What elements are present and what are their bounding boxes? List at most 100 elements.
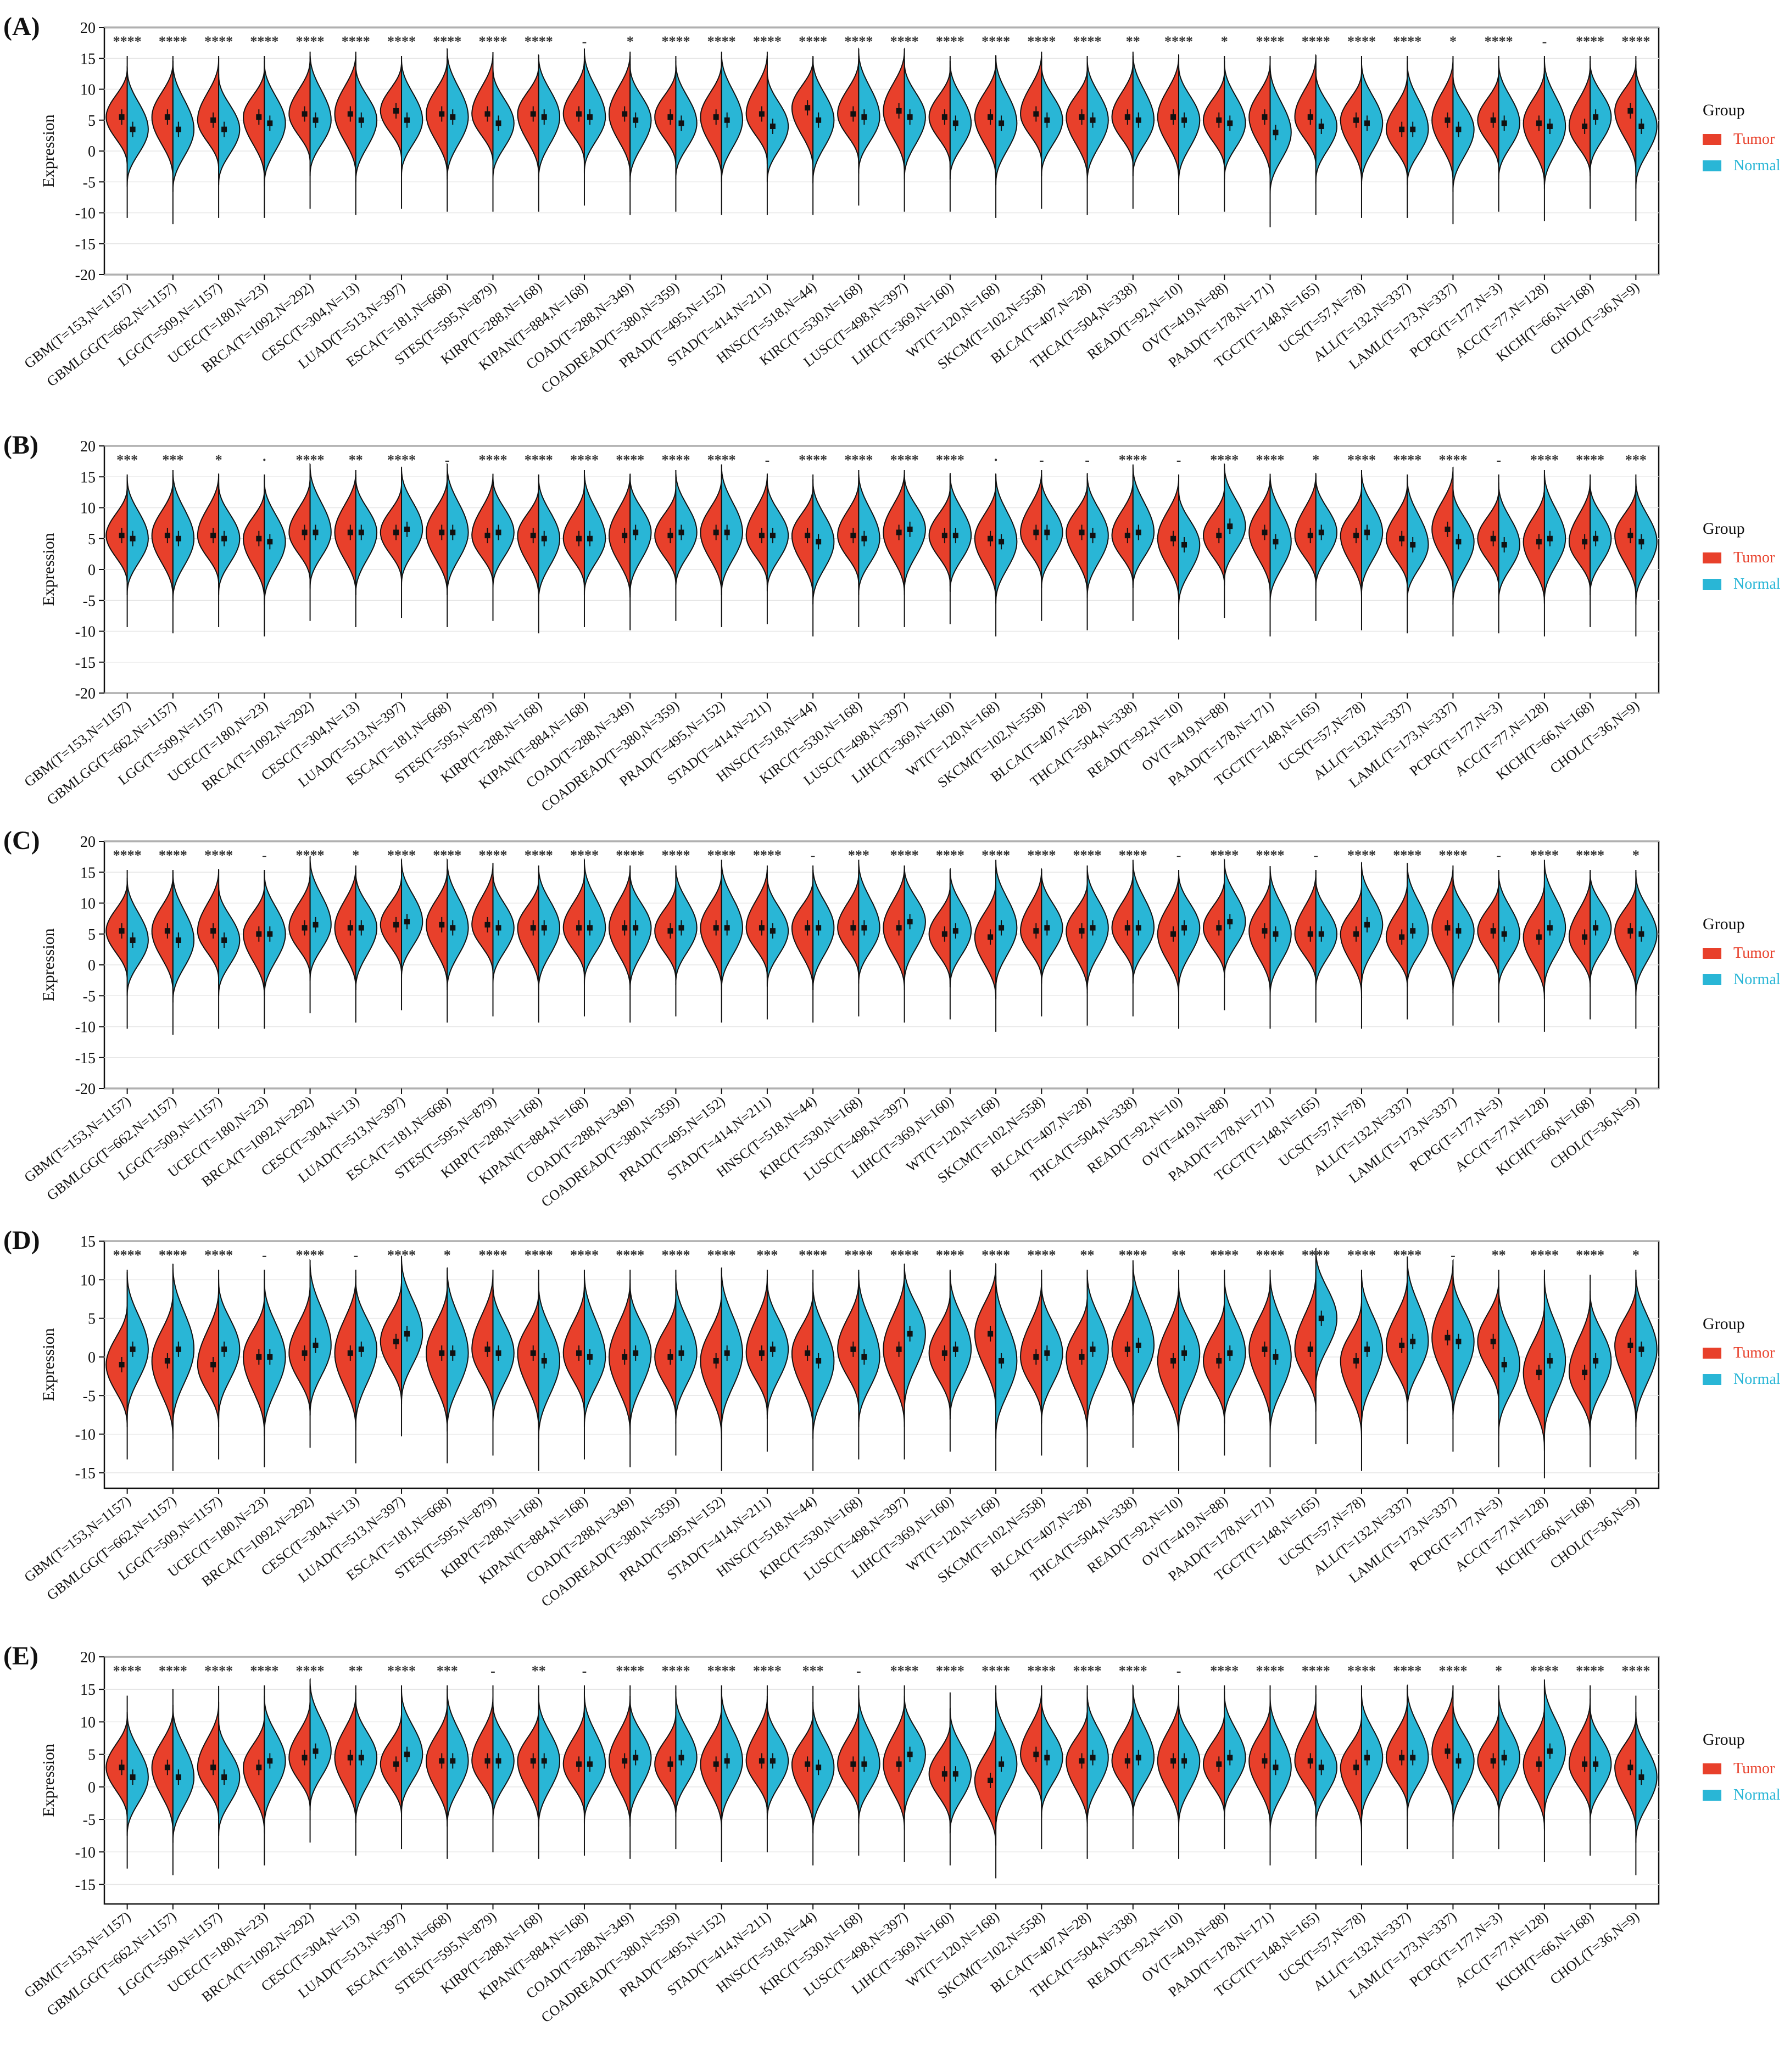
normal-median-point xyxy=(861,1761,867,1767)
legend-swatch-normal xyxy=(1703,579,1721,590)
normal-violin xyxy=(1132,1684,1155,1817)
significance-label: **** xyxy=(1485,33,1513,49)
normal-violin xyxy=(447,1688,469,1827)
legend-title: Group xyxy=(1703,520,1745,538)
normal-median-point xyxy=(1501,1755,1507,1761)
legend: Group Tumor Normal xyxy=(1703,520,1781,593)
normal-violin xyxy=(538,54,561,180)
normal-median-point xyxy=(1044,925,1050,931)
y-tick-label: 10 xyxy=(80,896,96,913)
normal-violin xyxy=(264,1278,286,1437)
significance-label: **** xyxy=(890,33,919,49)
tumor-violin xyxy=(151,60,174,180)
normal-median-point xyxy=(678,1755,684,1761)
significance-label: · xyxy=(994,452,999,468)
tumor-violin xyxy=(745,52,768,164)
normal-median-point xyxy=(999,539,1005,545)
normal-median-point xyxy=(1456,1338,1462,1344)
normal-violin xyxy=(218,73,241,186)
tumor-violin xyxy=(1614,1714,1637,1833)
normal-violin xyxy=(766,479,789,591)
tumor-median-point xyxy=(393,108,399,114)
tumor-violin xyxy=(1431,1259,1454,1416)
tumor-violin xyxy=(1020,1278,1042,1419)
tumor-violin xyxy=(1431,466,1454,593)
tumor-violin xyxy=(471,473,494,585)
tumor-median-point xyxy=(302,1350,308,1356)
normal-median-point xyxy=(678,120,684,126)
tumor-violin xyxy=(1340,1298,1363,1439)
legend-swatch-tumor xyxy=(1703,1348,1721,1359)
significance-label: **** xyxy=(1393,33,1421,49)
significance-label: **** xyxy=(707,452,736,468)
significance-label: **** xyxy=(1302,33,1330,49)
normal-violin xyxy=(1407,1684,1429,1817)
normal-violin xyxy=(766,70,789,182)
normal-median-point xyxy=(587,535,593,541)
tumor-median-point xyxy=(805,1761,811,1767)
panel-label: (E) xyxy=(3,1641,38,1671)
tumor-violin xyxy=(700,1704,722,1831)
significance-label: **** xyxy=(982,1247,1010,1263)
significance-label: - xyxy=(1496,847,1501,863)
y-tick-label: 20 xyxy=(80,20,96,37)
tumor-violin xyxy=(1523,485,1545,604)
tumor-median-point xyxy=(1124,114,1130,120)
normal-violin xyxy=(1041,1697,1063,1818)
normal-median-point xyxy=(1044,1350,1050,1356)
tumor-median-point xyxy=(1490,928,1496,934)
normal-median-point xyxy=(678,1350,684,1356)
tumor-violin xyxy=(517,1291,539,1432)
tumor-median-point xyxy=(1307,931,1313,937)
tumor-violin xyxy=(334,865,356,990)
y-tick-label: 10 xyxy=(80,1714,96,1731)
significance-label: **** xyxy=(1530,847,1559,863)
significance-label: - xyxy=(490,1663,495,1679)
normal-median-point xyxy=(313,117,319,123)
normal-violin xyxy=(1086,865,1109,990)
tumor-violin xyxy=(380,60,403,162)
tumor-violin xyxy=(1431,865,1454,990)
normal-violin xyxy=(812,1282,835,1439)
normal-violin xyxy=(629,64,652,182)
normal-median-point xyxy=(678,925,684,931)
normal-median-point xyxy=(450,925,456,931)
significance-label: **** xyxy=(1073,1663,1102,1679)
normal-median-point xyxy=(1273,931,1279,937)
legend-label-normal: Normal xyxy=(1733,157,1781,174)
normal-violin xyxy=(172,870,195,1003)
normal-median-point xyxy=(633,1350,639,1356)
tumor-violin xyxy=(837,872,860,978)
y-tick-label: 5 xyxy=(88,1311,96,1328)
significance-label: *** xyxy=(848,847,869,863)
tumor-median-point xyxy=(622,925,628,931)
significance-label: **** xyxy=(570,452,599,468)
normal-median-point xyxy=(1090,533,1096,539)
significance-label: **** xyxy=(1256,1247,1285,1263)
significance-label: **** xyxy=(342,33,370,49)
significance-label: **** xyxy=(616,847,644,863)
normal-violin xyxy=(1224,1691,1246,1818)
significance-label: ** xyxy=(1172,1247,1186,1263)
normal-median-point xyxy=(175,126,181,132)
tumor-median-point xyxy=(713,1358,719,1364)
tumor-median-point xyxy=(347,529,353,535)
tumor-violin xyxy=(425,868,448,988)
legend-swatch-normal xyxy=(1703,974,1721,985)
normal-median-point xyxy=(130,937,136,943)
legend-label-normal: Normal xyxy=(1733,1786,1781,1803)
normal-violin xyxy=(1224,462,1246,583)
normal-violin xyxy=(1452,485,1475,605)
significance-label: ** xyxy=(349,452,363,468)
tumor-median-point xyxy=(850,1761,856,1767)
normal-median-point xyxy=(1227,120,1233,126)
tumor-median-point xyxy=(850,925,856,931)
significance-label: - xyxy=(445,452,450,468)
tumor-violin xyxy=(1248,61,1271,179)
tumor-median-point xyxy=(1079,1354,1085,1360)
normal-violin xyxy=(995,1692,1018,1830)
normal-median-point xyxy=(175,937,181,943)
tumor-median-point xyxy=(988,535,994,541)
tumor-violin xyxy=(1523,67,1545,186)
tumor-median-point xyxy=(530,925,536,931)
